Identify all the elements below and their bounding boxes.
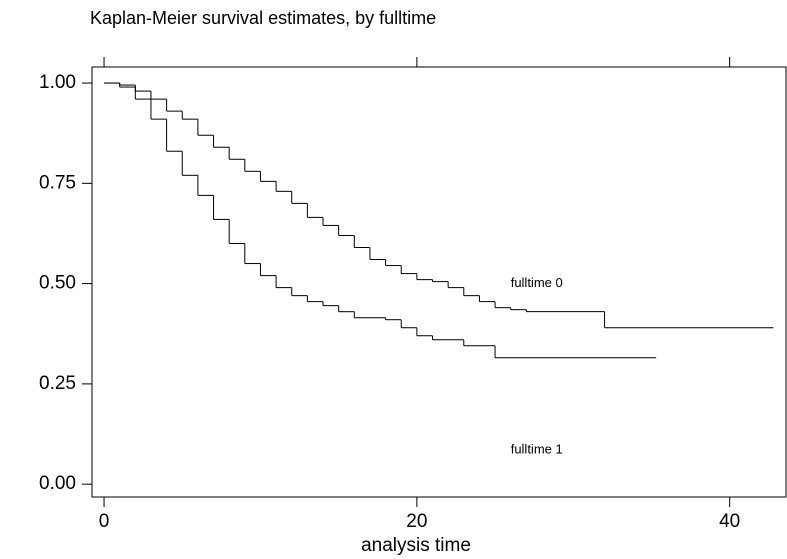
x-tick-label: 20 — [406, 511, 427, 532]
y-tick-label: 0.00 — [39, 473, 76, 494]
chart-title: Kaplan-Meier survival estimates, by full… — [90, 8, 436, 28]
y-tick-label: 0.25 — [39, 373, 76, 394]
series-label: fulltime 0 — [511, 275, 563, 290]
y-tick-label: 1.00 — [39, 72, 76, 93]
x-axis-label: analysis time — [361, 535, 471, 556]
y-tick-label: 0.50 — [39, 273, 76, 294]
plot-frame — [91, 66, 787, 498]
x-tick-label: 40 — [719, 511, 740, 532]
x-tick-label: 0 — [99, 511, 110, 532]
series-label: fulltime 1 — [511, 442, 563, 457]
y-tick-label: 0.75 — [39, 172, 76, 193]
